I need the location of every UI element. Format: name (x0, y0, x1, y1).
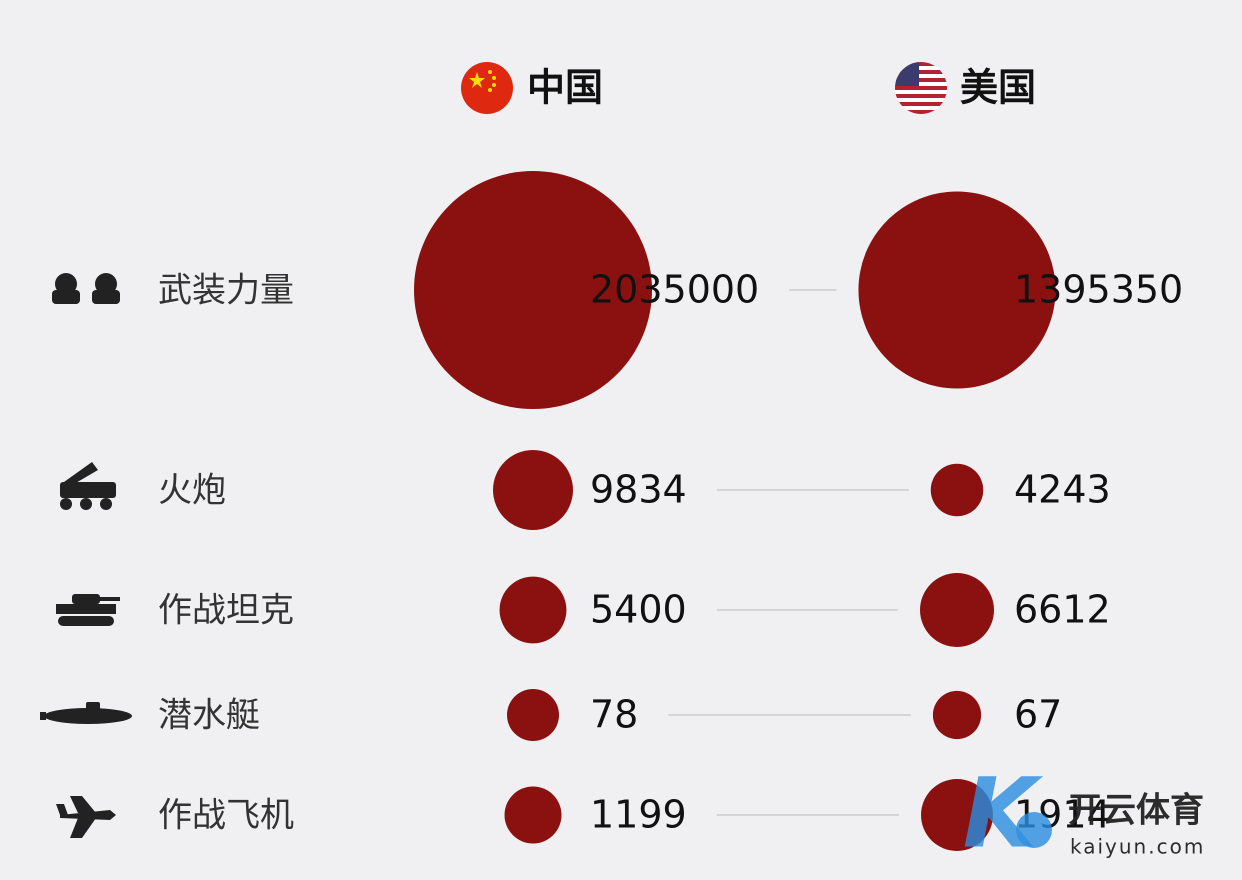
china-value: 78 (590, 693, 638, 737)
watermark: K 开云体育 kaiyun.com (963, 757, 1205, 869)
header-usa: 美国 (960, 66, 1036, 110)
header-china: 中国 (527, 66, 603, 110)
soldiers-icon (52, 273, 120, 304)
usa-flag (895, 62, 947, 114)
china-bubble (504, 786, 562, 844)
watermark-ball (1016, 812, 1052, 848)
china-flag (461, 62, 513, 114)
usa-value: 1395350 (1014, 268, 1183, 312)
china-bubble (493, 450, 573, 530)
usa-bubble (921, 779, 993, 851)
artillery-icon (60, 462, 116, 510)
row-label: 武装力量 (158, 271, 294, 311)
usa-bubble (932, 690, 982, 740)
china-value: 2035000 (590, 268, 759, 312)
tank-icon (56, 594, 120, 626)
usa-bubble (858, 191, 1056, 389)
usa-bubble (920, 573, 994, 647)
usa-value: 6612 (1014, 588, 1111, 632)
usa-value: 4243 (1014, 468, 1111, 512)
china-value: 5400 (590, 588, 687, 632)
row-label: 潜水艇 (158, 696, 260, 736)
row-label: 作战坦克 (158, 591, 294, 631)
usa-value: 67 (1014, 693, 1062, 737)
rows: 武装力量 2035000 1395350 火炮 9834 4243 作战坦克 5400 6612… (158, 171, 1183, 851)
submarine-icon (40, 702, 132, 724)
china-value: 1199 (590, 793, 687, 837)
china-bubble (414, 171, 652, 409)
china-value: 9834 (590, 468, 687, 512)
row-icons (40, 273, 132, 838)
watermark-name: 开云体育 (1068, 791, 1204, 831)
row-label: 作战飞机 (158, 796, 294, 836)
row-label: 火炮 (158, 471, 226, 511)
china-bubble (507, 689, 559, 741)
usa-bubble (930, 463, 984, 517)
plane-icon (56, 796, 116, 838)
watermark-url: kaiyun.com (1070, 835, 1205, 859)
china-bubble (499, 576, 567, 644)
